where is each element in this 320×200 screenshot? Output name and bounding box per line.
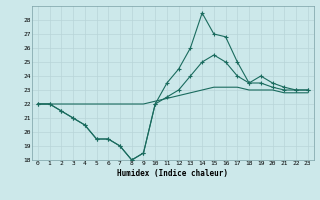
X-axis label: Humidex (Indice chaleur): Humidex (Indice chaleur) xyxy=(117,169,228,178)
